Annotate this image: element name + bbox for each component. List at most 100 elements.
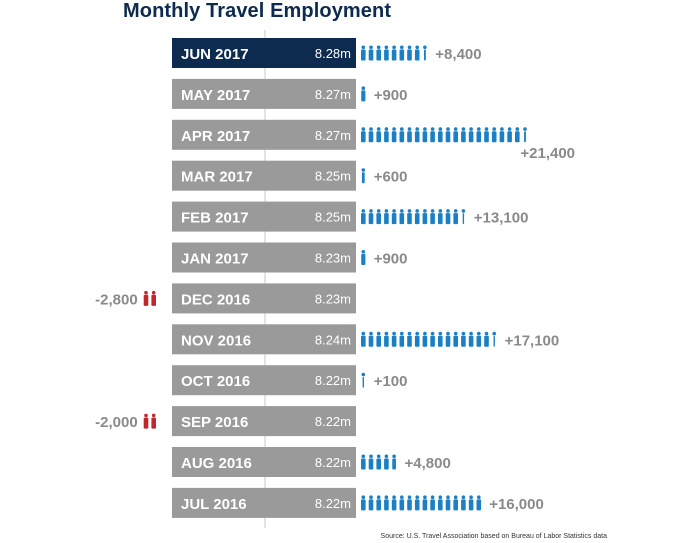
- person-icon-head: [461, 209, 466, 213]
- person-icon-body: [438, 213, 443, 225]
- person-icon-head: [423, 127, 427, 131]
- person-icon-head: [492, 331, 497, 336]
- person-icon-body: [407, 335, 412, 347]
- person-icon: [461, 209, 466, 225]
- month-bar: [172, 406, 356, 437]
- person-icon-body: [376, 49, 381, 61]
- person-icon-head: [144, 290, 148, 295]
- person-icon-body: [445, 499, 451, 511]
- person-icon-body: [376, 335, 381, 347]
- person-icon-head: [484, 331, 489, 336]
- person-icon-head: [361, 331, 366, 336]
- person-icon: [361, 86, 366, 102]
- month-bar: [172, 242, 356, 273]
- person-icon-body: [368, 49, 374, 61]
- person-icon-head: [144, 413, 148, 418]
- person-icon-body: [468, 499, 474, 511]
- person-icon-body: [384, 131, 389, 143]
- employment-label: 8.28m: [315, 46, 351, 61]
- person-icon-head: [407, 45, 412, 50]
- month-label: JAN 2017: [181, 251, 249, 268]
- person-icon-head: [376, 45, 381, 50]
- person-icon-head: [392, 495, 396, 500]
- person-icon-head: [423, 209, 427, 213]
- person-icon: [414, 331, 420, 347]
- person-icon: [399, 495, 405, 511]
- person-icon-head: [384, 45, 389, 50]
- person-icon-head: [415, 209, 420, 213]
- person-icon: [391, 45, 397, 61]
- person-icon: [507, 127, 512, 143]
- change-label: +600: [374, 169, 408, 186]
- person-icon: [438, 127, 443, 143]
- person-icon-body: [368, 213, 374, 225]
- person-icon: [484, 127, 489, 143]
- person-icon-body: [422, 335, 428, 347]
- person-icon-body: [384, 458, 389, 470]
- person-icon-body: [151, 417, 156, 429]
- person-icon: [476, 127, 482, 143]
- person-icon: [384, 45, 389, 61]
- change-label: +8,400: [435, 46, 481, 63]
- person-icon-head: [430, 127, 435, 131]
- person-icon-head: [400, 45, 404, 50]
- person-icon: [438, 209, 443, 225]
- person-icon-head: [423, 495, 427, 500]
- person-icon: [361, 209, 366, 225]
- person-icon: [368, 45, 374, 61]
- person-icon-head: [376, 454, 381, 459]
- person-icon: [438, 331, 443, 347]
- person-icon-body: [407, 213, 412, 225]
- person-icon-head: [400, 331, 404, 336]
- gain-icons: [361, 454, 396, 470]
- person-icon-body: [376, 131, 381, 143]
- person-icon: [430, 209, 435, 225]
- person-icon-head: [369, 45, 373, 50]
- person-icon: [414, 45, 420, 61]
- person-icon: [399, 45, 405, 61]
- person-icon: [414, 127, 420, 143]
- person-icon-body: [430, 499, 435, 511]
- employment-label: 8.25m: [315, 169, 351, 184]
- month-label: OCT 2016: [181, 373, 250, 390]
- month-bar: [172, 38, 356, 68]
- gain-icons: [361, 127, 527, 143]
- person-icon: [445, 127, 451, 143]
- change-label: +13,100: [474, 210, 529, 227]
- person-icon-body: [376, 499, 381, 511]
- person-icon-head: [361, 495, 366, 500]
- person-icon: [468, 495, 474, 511]
- person-icon-head: [477, 127, 481, 131]
- employment-label: 8.23m: [315, 291, 351, 306]
- person-icon-head: [430, 331, 435, 336]
- month-label: JUL 2016: [181, 496, 247, 513]
- person-icon: [407, 127, 412, 143]
- person-icon-body: [407, 499, 412, 511]
- person-icon-body: [422, 131, 428, 143]
- person-icon-body: [515, 131, 520, 143]
- person-icon-head: [492, 127, 497, 131]
- month-label: APR 2017: [181, 128, 250, 145]
- person-icon-head: [407, 127, 412, 131]
- person-icon-body: [462, 213, 465, 225]
- person-icon-head: [400, 209, 404, 213]
- person-icon-head: [407, 331, 412, 336]
- change-label: +16,000: [489, 496, 544, 513]
- month-label: FEB 2017: [181, 210, 249, 227]
- person-icon-head: [430, 209, 435, 213]
- person-icon-body: [491, 131, 497, 143]
- person-icon-head: [400, 127, 404, 131]
- person-icon-body: [445, 335, 451, 347]
- person-icon-head: [369, 127, 373, 131]
- month-label: SEP 2016: [181, 414, 248, 431]
- person-icon-body: [414, 213, 420, 225]
- person-icon-body: [476, 499, 482, 511]
- person-icon: [453, 127, 458, 143]
- person-icon-body: [468, 131, 474, 143]
- person-icon-head: [384, 495, 389, 500]
- person-icon: [484, 331, 489, 347]
- person-icon-head: [469, 127, 473, 131]
- person-icon-head: [477, 331, 481, 336]
- person-icon-body: [445, 213, 451, 225]
- person-icon-head: [453, 127, 458, 131]
